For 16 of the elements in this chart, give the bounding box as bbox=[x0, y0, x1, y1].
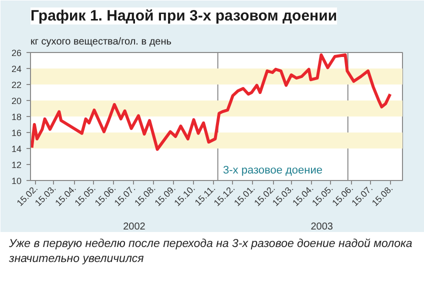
text: 2002 bbox=[123, 222, 146, 232]
y-tick-label: 12 bbox=[11, 160, 22, 170]
band-label: 3-х разовое доение bbox=[223, 164, 323, 177]
y-tick-label: 26 bbox=[11, 48, 22, 58]
line-series bbox=[30, 53, 392, 151]
y-tick-label: 16 bbox=[11, 128, 22, 138]
y-tick-label: 20 bbox=[11, 96, 22, 106]
text: Уже в первую неделю после перехода на 3-х разовое доение надой молока значительно увеличился bbox=[9, 237, 414, 267]
y-tick-label: 14 bbox=[11, 144, 22, 154]
text: 2003 bbox=[310, 222, 334, 232]
y-axis-title: кг сухого вещества/гол. в день bbox=[30, 36, 172, 48]
y-tick-label: 22 bbox=[11, 80, 22, 90]
y-tick-label: 10 bbox=[11, 176, 22, 186]
y-tick-label: 18 bbox=[11, 112, 22, 122]
chart-title: График 1. Надой при 3-х разовом доении bbox=[30, 8, 338, 24]
y-tick-label: 24 bbox=[11, 64, 22, 74]
